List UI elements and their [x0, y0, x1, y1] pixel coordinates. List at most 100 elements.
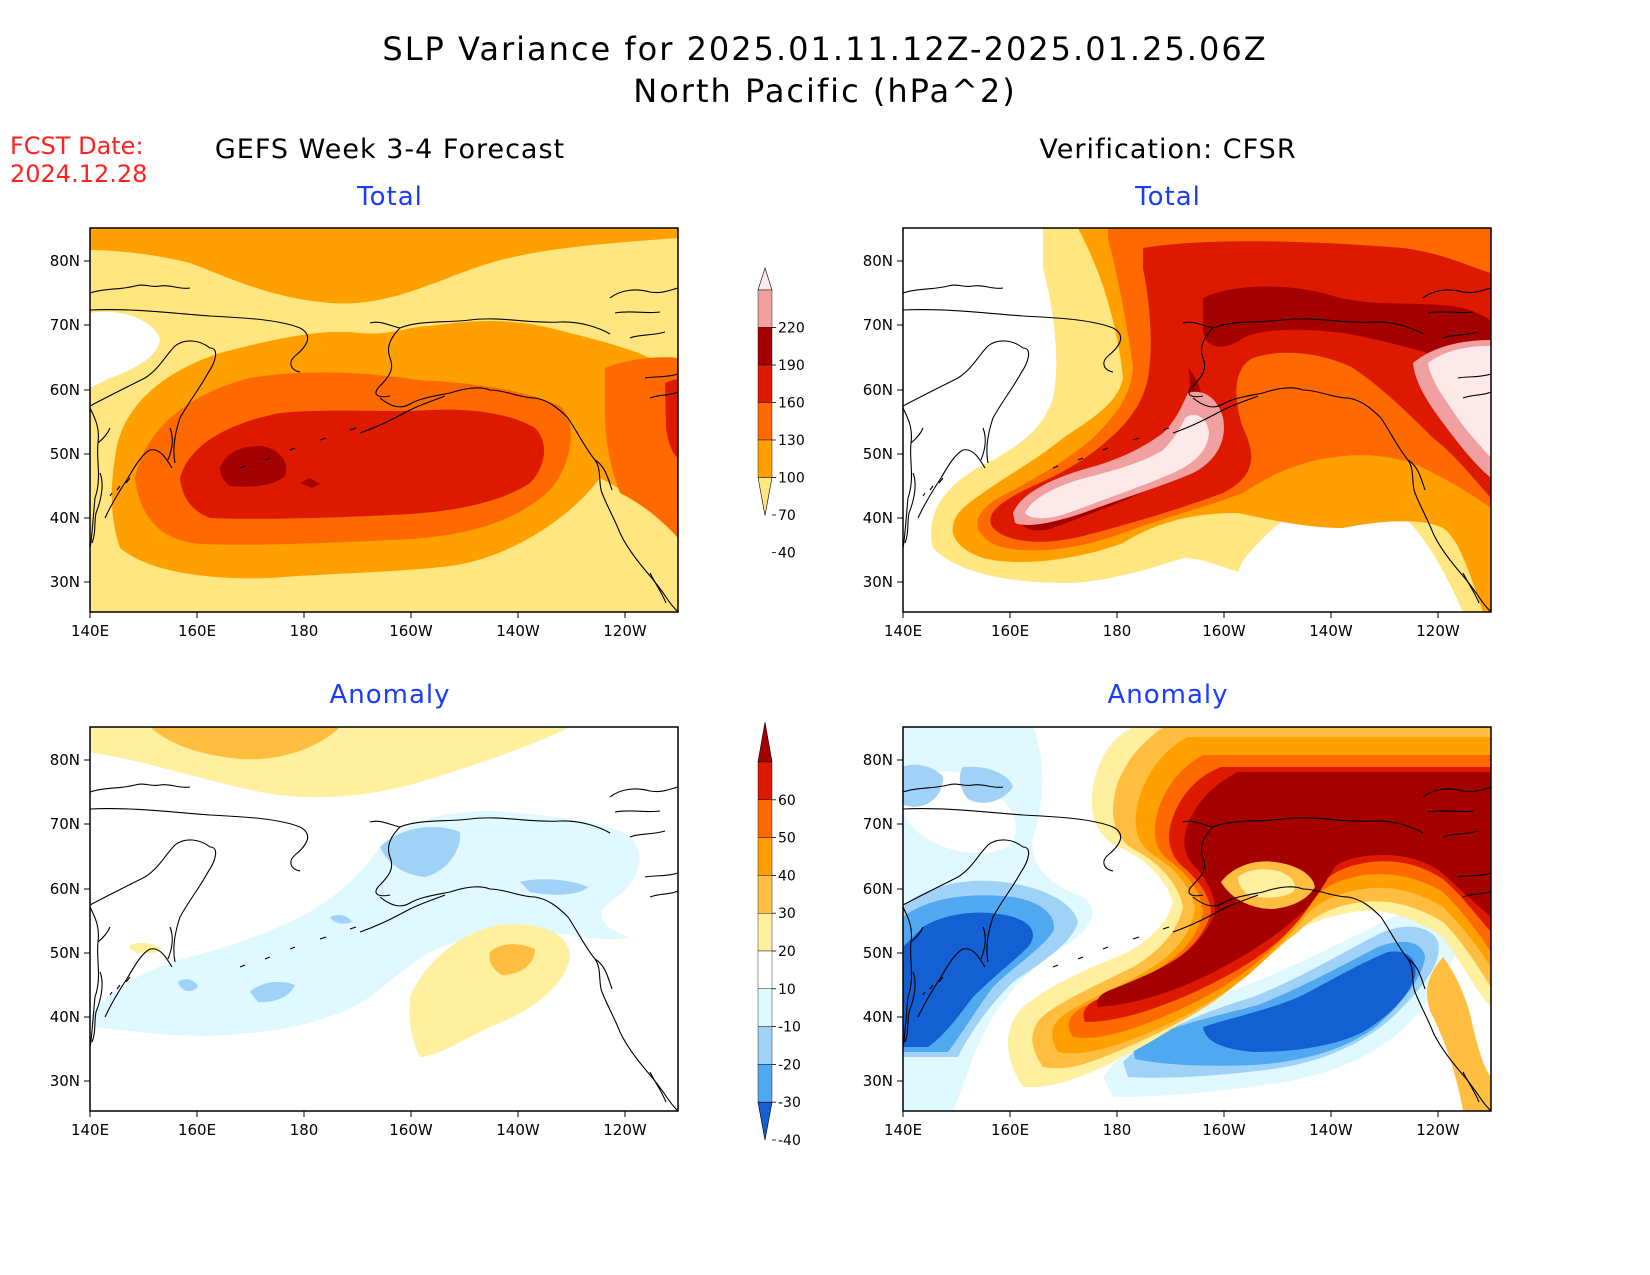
colorbar-swatch — [757, 799, 773, 838]
lon-tick-label: 140W — [496, 622, 540, 640]
lon-tick-label: 160E — [178, 1121, 216, 1139]
lat-tick-label: 60N — [863, 880, 893, 898]
lat-tick-label: 60N — [50, 381, 80, 399]
colorbar-label: -20 — [778, 1057, 801, 1073]
colorbar-swatch — [757, 364, 773, 403]
lon-tick-label: 140W — [1309, 622, 1353, 640]
colorbar-swatch — [757, 950, 773, 989]
lon-tick-label: 140E — [884, 622, 922, 640]
lon-tick-label: 120W — [1416, 1121, 1460, 1139]
lat-tick-label: 70N — [863, 815, 893, 833]
lat-tick-label: 60N — [50, 880, 80, 898]
colorbar-top-arrow — [757, 267, 773, 291]
colorbar-bottom-arrow — [757, 1101, 773, 1141]
lat-tick-label: 80N — [50, 751, 80, 769]
colorbar-label: 190 — [778, 358, 805, 374]
lon-tick-label: 140E — [71, 1121, 109, 1139]
colorbar-swatch — [757, 289, 773, 328]
lon-tick-label: 140E — [884, 1121, 922, 1139]
main-subtitle: North Pacific (hPa^2) — [633, 72, 1017, 110]
lon-tick-label: 120W — [1416, 622, 1460, 640]
map-forecast-total — [89, 227, 679, 613]
colorbar-label: 10 — [778, 982, 796, 998]
lat-tick-label: 70N — [50, 316, 80, 334]
panel-title-forecast-total: Total — [357, 182, 423, 212]
colorbar-swatch — [757, 913, 773, 952]
panel-title-verification-anomaly: Anomaly — [1107, 680, 1229, 710]
colorbar-label: 20 — [778, 944, 796, 960]
main-title: SLP Variance for 2025.01.11.12Z-2025.01.… — [382, 30, 1268, 68]
colorbar-swatch — [757, 837, 773, 876]
lat-tick-label: 80N — [863, 252, 893, 270]
lon-tick-label: 160W — [389, 622, 433, 640]
colorbar-label: -30 — [778, 1095, 801, 1111]
lon-tick-label: 120W — [603, 622, 647, 640]
lat-tick-label: 40N — [863, 1008, 893, 1026]
colorbar-label: -40 — [778, 1133, 801, 1149]
lon-tick-label: 140W — [496, 1121, 540, 1139]
colorbar-swatch — [757, 1064, 773, 1103]
column-title-verification: Verification: CFSR — [1039, 134, 1297, 165]
lon-tick-label: 160E — [178, 622, 216, 640]
lat-tick-label: 40N — [50, 1008, 80, 1026]
lon-tick-label: 180 — [1103, 622, 1132, 640]
colorbar-swatch — [757, 439, 773, 478]
lon-tick-label: 140W — [1309, 1121, 1353, 1139]
lat-tick-label: 60N — [863, 381, 893, 399]
lat-tick-label: 80N — [863, 751, 893, 769]
colorbar-label: 160 — [778, 396, 805, 412]
colorbar-swatch — [757, 988, 773, 1027]
lat-tick-label: 70N — [50, 815, 80, 833]
colorbar-label: 220 — [778, 321, 805, 337]
colorbar-label: 40 — [778, 868, 796, 884]
lat-tick-label: 50N — [50, 445, 80, 463]
fcst-date-value: 2024.12.28 — [10, 160, 148, 188]
map-verification-total — [902, 227, 1492, 613]
lat-tick-label: 30N — [863, 573, 893, 591]
lon-tick-label: 140E — [71, 622, 109, 640]
lat-tick-label: 50N — [863, 445, 893, 463]
colorbar-label: 30 — [778, 906, 796, 922]
lon-tick-label: 180 — [290, 622, 319, 640]
colorbar-total: 220 190 160 130 100 70 40 — [757, 267, 805, 562]
lon-tick-label: 180 — [1103, 1121, 1132, 1139]
colorbar-label: 100 — [778, 471, 805, 487]
panel-title-verification-total: Total — [1135, 182, 1201, 212]
colorbar-label: 40 — [778, 546, 796, 562]
lat-tick-label: 80N — [50, 252, 80, 270]
colorbar-label: 60 — [778, 793, 796, 809]
colorbar-bottom-arrow — [757, 477, 773, 516]
lat-tick-label: 30N — [50, 1072, 80, 1090]
lon-tick-label: 160E — [991, 1121, 1029, 1139]
colorbar-swatch — [757, 1026, 773, 1065]
fcst-date-label: FCST Date: — [10, 132, 144, 160]
lon-tick-label: 180 — [290, 1121, 319, 1139]
lat-tick-label: 50N — [50, 944, 80, 962]
lat-tick-label: 30N — [863, 1072, 893, 1090]
colorbar-label: 130 — [778, 433, 805, 449]
lon-tick-label: 160W — [1202, 1121, 1246, 1139]
map-verification-anomaly — [902, 726, 1492, 1112]
colorbar-swatch — [757, 402, 773, 441]
lat-tick-label: 70N — [863, 316, 893, 334]
colorbar-label: 70 — [778, 508, 796, 524]
lat-tick-label: 50N — [863, 944, 893, 962]
lat-tick-label: 30N — [50, 573, 80, 591]
lon-tick-label: 120W — [603, 1121, 647, 1139]
map-forecast-anomaly — [89, 726, 679, 1112]
lon-tick-label: 160W — [389, 1121, 433, 1139]
colorbar-label: -10 — [778, 1020, 801, 1036]
colorbar-swatch — [757, 327, 773, 366]
colorbar-anomaly: 60 50 40 30 20 10 -10 -20 -30 -40 — [757, 721, 801, 1149]
colorbar-swatch — [757, 875, 773, 914]
colorbar-label: 50 — [778, 831, 796, 847]
lat-tick-label: 40N — [50, 509, 80, 527]
lat-tick-label: 40N — [863, 509, 893, 527]
colorbar-swatch — [757, 761, 773, 800]
column-title-forecast: GEFS Week 3-4 Forecast — [214, 134, 566, 165]
lon-tick-label: 160W — [1202, 622, 1246, 640]
lon-tick-label: 160E — [991, 622, 1029, 640]
panel-title-forecast-anomaly: Anomaly — [329, 680, 451, 710]
colorbar-top-arrow — [757, 721, 773, 763]
